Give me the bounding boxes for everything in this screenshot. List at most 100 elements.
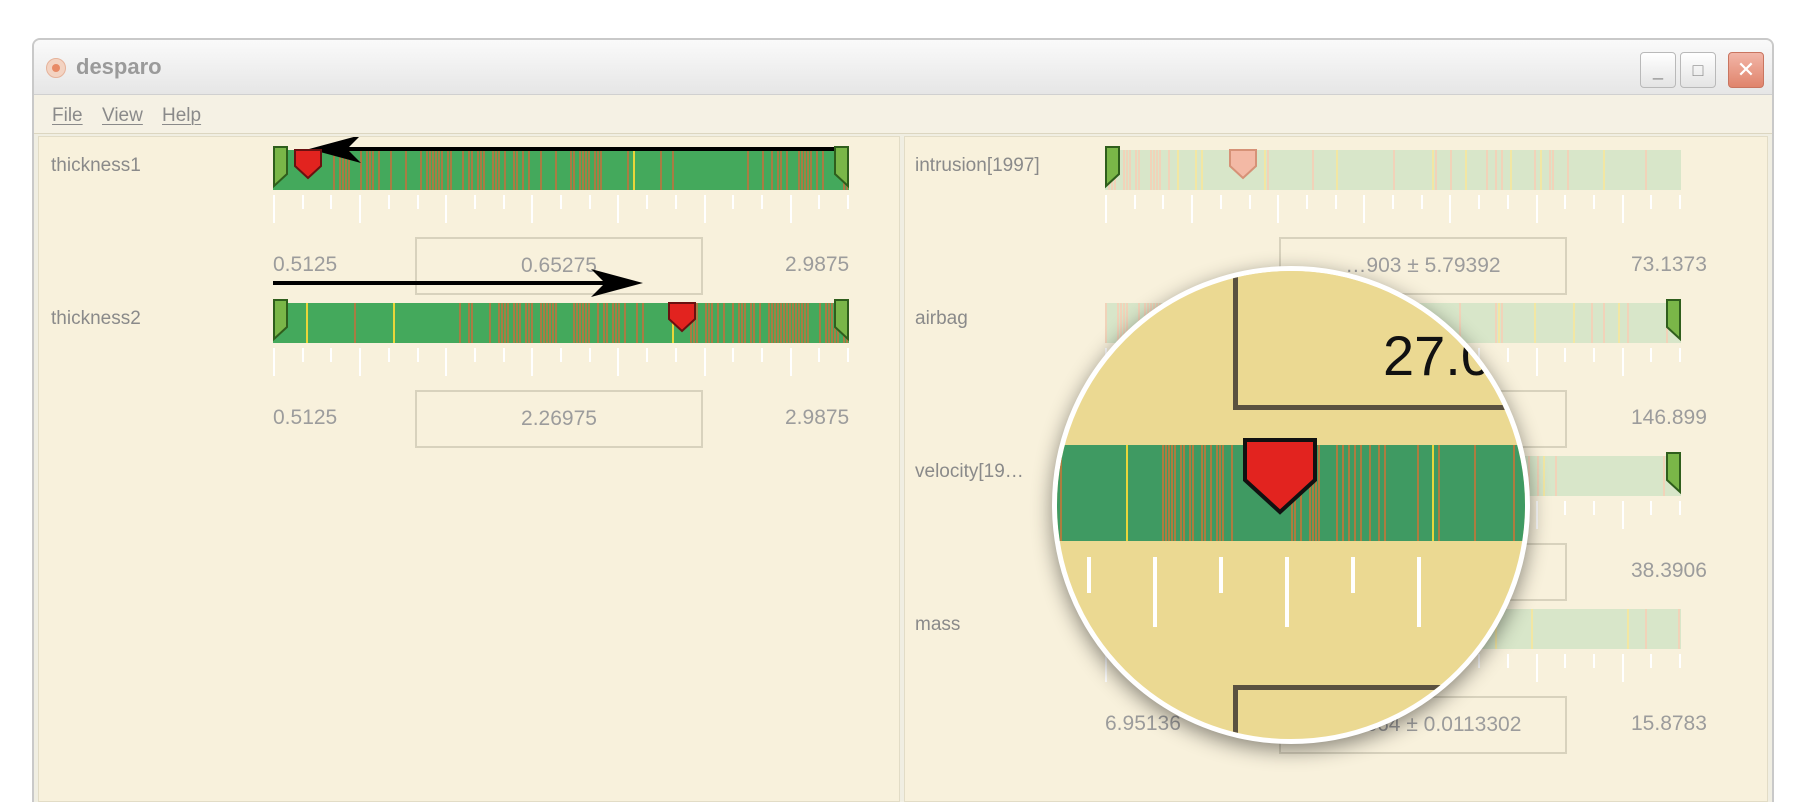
tick-mark	[273, 348, 275, 376]
histogram-stripe	[798, 150, 800, 190]
value-field-thickness1[interactable]: 0.65275	[415, 237, 703, 295]
histogram-stripe	[1165, 445, 1167, 541]
histogram-stripe	[804, 150, 806, 190]
histogram-stripe	[744, 303, 746, 343]
menu-file[interactable]: File	[52, 105, 83, 126]
max-value-airbag: 146.899	[1631, 406, 1707, 429]
histogram-bar-thickness1[interactable]	[273, 150, 849, 190]
tick-mark	[760, 195, 763, 209]
tick-mark	[1305, 195, 1308, 209]
histogram-stripe	[579, 150, 581, 190]
tick-mark	[1162, 195, 1165, 209]
histogram-stripe	[795, 303, 797, 343]
histogram-stripe	[1336, 445, 1338, 541]
histogram-stripe	[1465, 150, 1467, 190]
histogram-stripe	[549, 303, 551, 343]
histogram-stripe	[1603, 303, 1605, 343]
menu-view[interactable]: View	[102, 105, 143, 126]
histogram-stripe	[762, 150, 764, 190]
tick-mark	[674, 348, 677, 362]
histogram-stripe	[1549, 150, 1551, 190]
tick-mark	[301, 195, 304, 209]
tick-mark	[617, 348, 620, 376]
tick-mark	[732, 348, 735, 362]
histogram-stripe	[786, 303, 788, 343]
tick-mark	[674, 195, 677, 209]
value-field-thickness2[interactable]: 2.26975	[415, 390, 703, 448]
histogram-stripe	[807, 150, 809, 190]
tick-mark	[1535, 195, 1538, 223]
tick-mark	[1133, 195, 1136, 209]
upper-bound-handle-icon[interactable]	[833, 299, 849, 343]
tick-mark	[1650, 501, 1653, 515]
tick-mark	[847, 348, 849, 362]
histogram-stripe	[1555, 456, 1557, 496]
arrow-annotations	[273, 137, 839, 297]
tick-mark	[473, 348, 476, 362]
value-handle-intrusion[interactable]	[1228, 148, 1258, 180]
histogram-stripe	[1432, 445, 1434, 541]
histogram-stripe	[1312, 150, 1314, 190]
histogram-stripe	[696, 303, 698, 343]
tick-mark	[330, 195, 333, 209]
histogram-stripe	[540, 303, 542, 343]
minimize-button[interactable]: _	[1640, 52, 1676, 88]
histogram-stripe	[480, 150, 482, 190]
upper-bound-handle-icon[interactable]	[1665, 299, 1681, 343]
histogram-stripe	[1231, 445, 1233, 541]
histogram-stripe	[1150, 150, 1152, 190]
tick-mark	[301, 348, 304, 362]
histogram-stripe	[522, 150, 524, 190]
histogram-stripe	[372, 150, 374, 190]
histogram-stripe	[501, 303, 503, 343]
histogram-stripe	[1510, 150, 1512, 190]
lower-bound-handle-icon[interactable]	[273, 299, 289, 343]
tick-mark	[1621, 348, 1624, 376]
upper-bound-handle-icon[interactable]	[1665, 452, 1681, 496]
histogram-stripe	[828, 303, 830, 343]
histogram-stripe	[594, 150, 596, 190]
histogram-stripe	[1540, 150, 1542, 190]
histogram-stripe	[438, 150, 440, 190]
param-label-airbag: airbag	[915, 308, 968, 329]
tick-mark	[1248, 195, 1251, 209]
histogram-stripe	[798, 303, 800, 343]
close-button[interactable]: ✕	[1728, 52, 1764, 88]
histogram-stripe	[777, 303, 779, 343]
tick-mark	[531, 195, 534, 223]
histogram-stripe	[1360, 445, 1362, 541]
magnified-tick-mark	[1219, 557, 1223, 593]
histogram-stripe	[573, 303, 575, 343]
histogram-stripe	[801, 150, 803, 190]
tick-scale-thickness1	[273, 195, 849, 223]
tick-mark	[1334, 195, 1337, 209]
histogram-bar-intrusion[interactable]	[1105, 150, 1681, 190]
histogram-stripe	[741, 303, 743, 343]
range-handle-icon[interactable]	[1105, 146, 1121, 190]
menu-help[interactable]: Help	[162, 105, 202, 126]
upper-bound-handle-icon[interactable]	[833, 146, 849, 190]
histogram-stripe	[1129, 150, 1131, 190]
histogram-stripe	[429, 150, 431, 190]
window-title: desparo	[76, 54, 162, 79]
histogram-stripe	[390, 150, 392, 190]
maximize-button[interactable]: □	[1680, 52, 1716, 88]
tick-mark	[1392, 195, 1394, 209]
value-handle-thickness1[interactable]	[293, 148, 323, 180]
value-handle-thickness2[interactable]	[667, 301, 697, 333]
tick-mark	[1277, 195, 1280, 223]
lower-bound-handle-icon[interactable]	[273, 146, 289, 190]
histogram-stripe	[1195, 150, 1197, 190]
histogram-stripe	[405, 150, 407, 190]
titlebar[interactable]: desparo _ □ ✕	[34, 40, 1772, 95]
tick-mark	[502, 348, 505, 362]
tick-mark	[359, 195, 362, 223]
max-value-thickness1: 2.9875	[785, 253, 850, 276]
tick-mark	[1621, 195, 1624, 223]
histogram-stripe	[1627, 303, 1629, 343]
minimize-icon: _	[1652, 59, 1663, 80]
histogram-stripe	[1162, 445, 1164, 541]
tick-mark	[703, 348, 706, 376]
histogram-bar-thickness2[interactable]	[273, 303, 849, 343]
tick-mark	[1592, 501, 1595, 515]
